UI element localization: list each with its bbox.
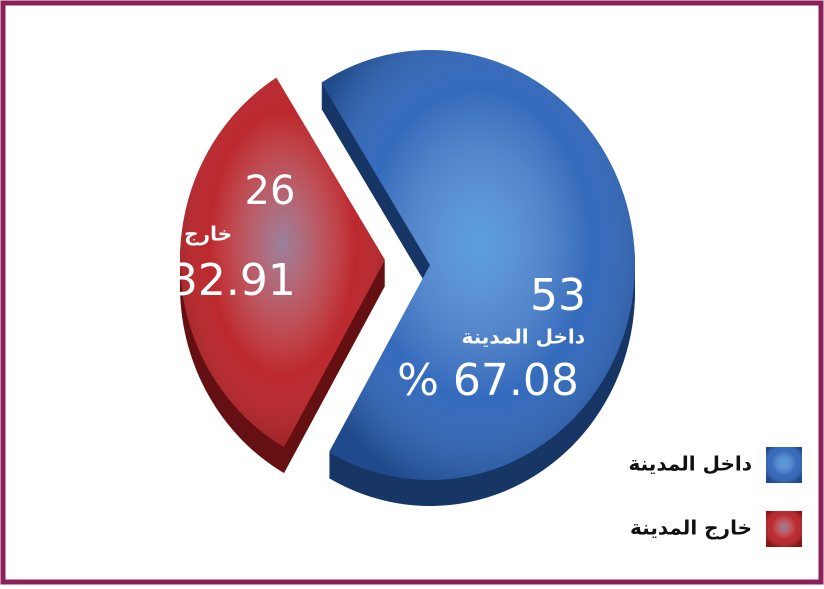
labels: 53 داخل المدينة % 67.08 26 خارج المدينة % 32.… bbox=[110, 168, 586, 406]
category-label: داخل المدينة bbox=[462, 325, 585, 349]
value-label: % 32.91 bbox=[114, 255, 296, 306]
legend-swatch-shine bbox=[766, 511, 802, 547]
value-label: % 67.08 bbox=[397, 355, 579, 406]
slice-shine bbox=[321, 50, 635, 480]
category-label: خارج المدينة bbox=[110, 222, 232, 246]
legend-label: خارج المدينة bbox=[630, 516, 752, 540]
legend: داخل المدينة خارج المدينة bbox=[629, 447, 802, 547]
slice-shine bbox=[179, 77, 385, 448]
legend-label: داخل المدينة bbox=[629, 452, 752, 476]
count-label: 53 bbox=[530, 270, 586, 321]
legend-swatch-shine bbox=[766, 447, 802, 483]
count-label: 26 bbox=[245, 168, 296, 214]
pie bbox=[179, 50, 635, 506]
